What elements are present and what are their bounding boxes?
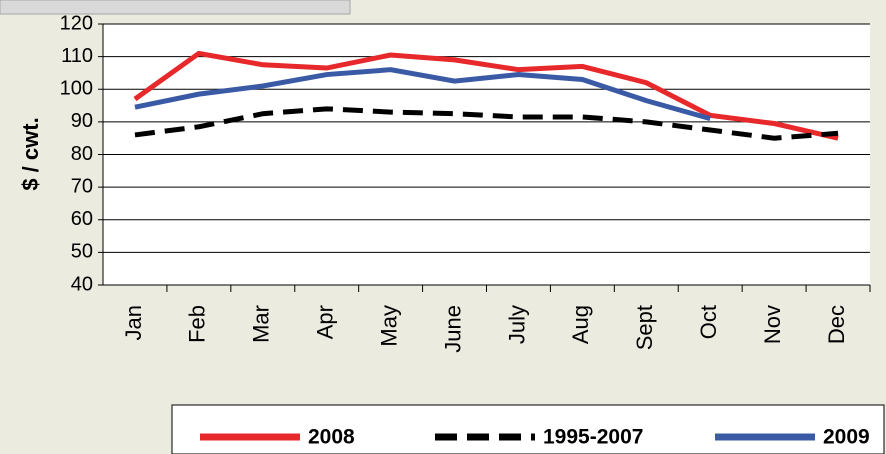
x-tick-label: Apr [313, 305, 338, 339]
y-tick-label: 80 [71, 143, 93, 165]
x-tick-label: May [376, 305, 401, 347]
y-tick-label: 50 [71, 241, 93, 263]
y-tick-label: 110 [61, 45, 93, 67]
legend-label: 2009 [823, 426, 870, 449]
x-tick-label: Aug [568, 305, 593, 344]
series-line [134, 67, 711, 122]
x-tick-label: July [504, 305, 529, 344]
legend-label: 1995-2007 [543, 426, 643, 449]
x-tick-label: June [440, 305, 465, 353]
series-line [134, 106, 839, 141]
series-line [133, 50, 839, 141]
y-tick-label: 70 [71, 175, 93, 197]
y-tick-label: 120 [60, 12, 93, 34]
y-tick-label: 40 [71, 273, 93, 295]
x-tick-label: Nov [760, 305, 785, 344]
y-axis-label: $ / cwt. [18, 117, 43, 190]
x-tick-label: Mar [249, 305, 274, 343]
x-tick-label: Oct [696, 305, 721, 339]
y-tick-label: 60 [71, 208, 93, 230]
legend-label: 2008 [308, 426, 355, 449]
header-box [0, 0, 351, 15]
x-tick-label: Feb [185, 305, 210, 343]
x-tick-label: Dec [824, 305, 849, 344]
legend [171, 404, 885, 454]
x-tick-label: Sept [632, 305, 657, 350]
y-tick-label: 90 [71, 110, 93, 132]
y-tick-label: 100 [60, 78, 93, 100]
x-tick-label: Jan [121, 305, 146, 340]
